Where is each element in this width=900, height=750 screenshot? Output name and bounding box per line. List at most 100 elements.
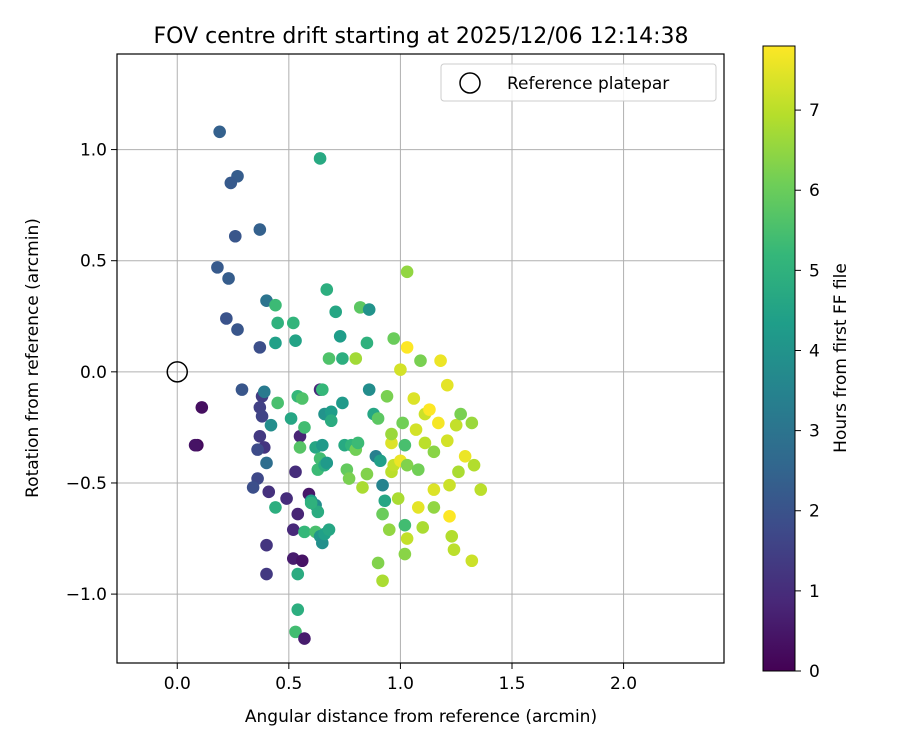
data-point [269, 501, 282, 514]
data-point [411, 463, 425, 476]
colorbar-gradient [762, 45, 796, 672]
colorbar-tick-label: 5 [809, 261, 820, 281]
y-tick-label: 0.0 [80, 363, 107, 383]
data-point [298, 525, 311, 539]
data-point [452, 465, 465, 479]
data-point [289, 465, 302, 479]
data-point [445, 530, 459, 543]
data-point [454, 407, 467, 421]
data-point [380, 389, 394, 403]
data-point [385, 436, 398, 450]
data-point [376, 478, 389, 492]
data-point [467, 458, 481, 472]
data-point [400, 458, 414, 472]
data-point [271, 316, 284, 330]
data-point [374, 454, 387, 468]
x-tick-label: 2.0 [610, 674, 637, 694]
data-point [322, 523, 336, 536]
data-point [291, 603, 305, 616]
data-point [228, 229, 242, 243]
data-point [465, 416, 479, 430]
data-point [291, 567, 305, 581]
data-point [371, 412, 385, 425]
data-point [398, 518, 412, 532]
data-point [304, 496, 318, 510]
data-point [195, 401, 209, 414]
data-point [286, 316, 300, 330]
data-point [447, 543, 461, 556]
data-point [449, 418, 463, 432]
chart-title: FOV centre drift starting at 2025/12/06 … [154, 24, 689, 49]
data-point [231, 323, 244, 336]
data-point [253, 341, 267, 354]
data-point [376, 574, 389, 588]
data-point [418, 436, 432, 450]
data-point [440, 378, 454, 392]
data-point [211, 261, 224, 274]
data-point [336, 396, 349, 410]
data-point [349, 352, 363, 365]
data-point [434, 354, 447, 368]
data-point [360, 467, 374, 481]
colorbar-tick-label: 6 [809, 181, 820, 201]
data-point [398, 438, 412, 452]
data-point [264, 418, 278, 432]
data-point [382, 523, 396, 536]
data-point [411, 501, 425, 514]
legend-marker-icon [459, 72, 481, 94]
data-point [362, 383, 376, 396]
data-point [311, 505, 325, 519]
data-point [260, 456, 273, 470]
data-point [253, 223, 267, 236]
data-point [427, 445, 441, 459]
data-point [376, 507, 389, 521]
x-tick-label: 1.0 [387, 674, 414, 694]
data-point [336, 352, 349, 365]
data-point [291, 507, 305, 521]
data-point [443, 510, 456, 523]
data-point [329, 305, 342, 319]
x-axis-label: Angular distance from reference (arcmin) [245, 707, 597, 727]
x-tick-label: 0.5 [275, 674, 302, 694]
data-point [387, 332, 401, 345]
data-point [222, 272, 235, 285]
data-point [342, 472, 356, 485]
y-axis-label: Rotation from reference (arcmin) [23, 218, 43, 498]
data-point [313, 152, 327, 165]
x-axis-ticks: 0.0 0.5 1.0 1.5 2.0 [164, 663, 637, 694]
data-point [378, 494, 392, 508]
data-point [188, 438, 202, 452]
data-point [458, 449, 472, 463]
data-point [474, 483, 488, 496]
data-point [322, 352, 336, 365]
y-tick-label: −0.5 [66, 474, 107, 494]
data-point [269, 336, 282, 350]
data-point [391, 492, 405, 505]
data-point [220, 312, 233, 325]
data-point [284, 412, 298, 425]
data-point [427, 483, 441, 496]
data-point [316, 438, 329, 452]
colorbar-label: Hours from first FF file [831, 263, 851, 453]
data-point [257, 385, 271, 399]
colorbar-tick-label: 4 [809, 341, 820, 361]
x-tick-label: 1.5 [498, 674, 525, 694]
data-point [414, 354, 427, 368]
data-point [324, 405, 338, 419]
data-point [255, 409, 269, 423]
y-tick-label: 0.5 [80, 252, 107, 272]
data-point [394, 363, 407, 376]
colorbar-tick-label: 7 [809, 101, 820, 121]
colorbar-tick-label: 1 [809, 582, 820, 602]
data-point [235, 383, 249, 396]
data-point [289, 334, 302, 348]
data-point [423, 403, 436, 416]
y-tick-label: 1.0 [80, 141, 107, 161]
data-point [298, 632, 311, 645]
data-point [260, 567, 273, 581]
data-point [360, 336, 374, 350]
data-point [407, 392, 421, 405]
data-point [224, 176, 238, 190]
data-point [351, 436, 365, 450]
